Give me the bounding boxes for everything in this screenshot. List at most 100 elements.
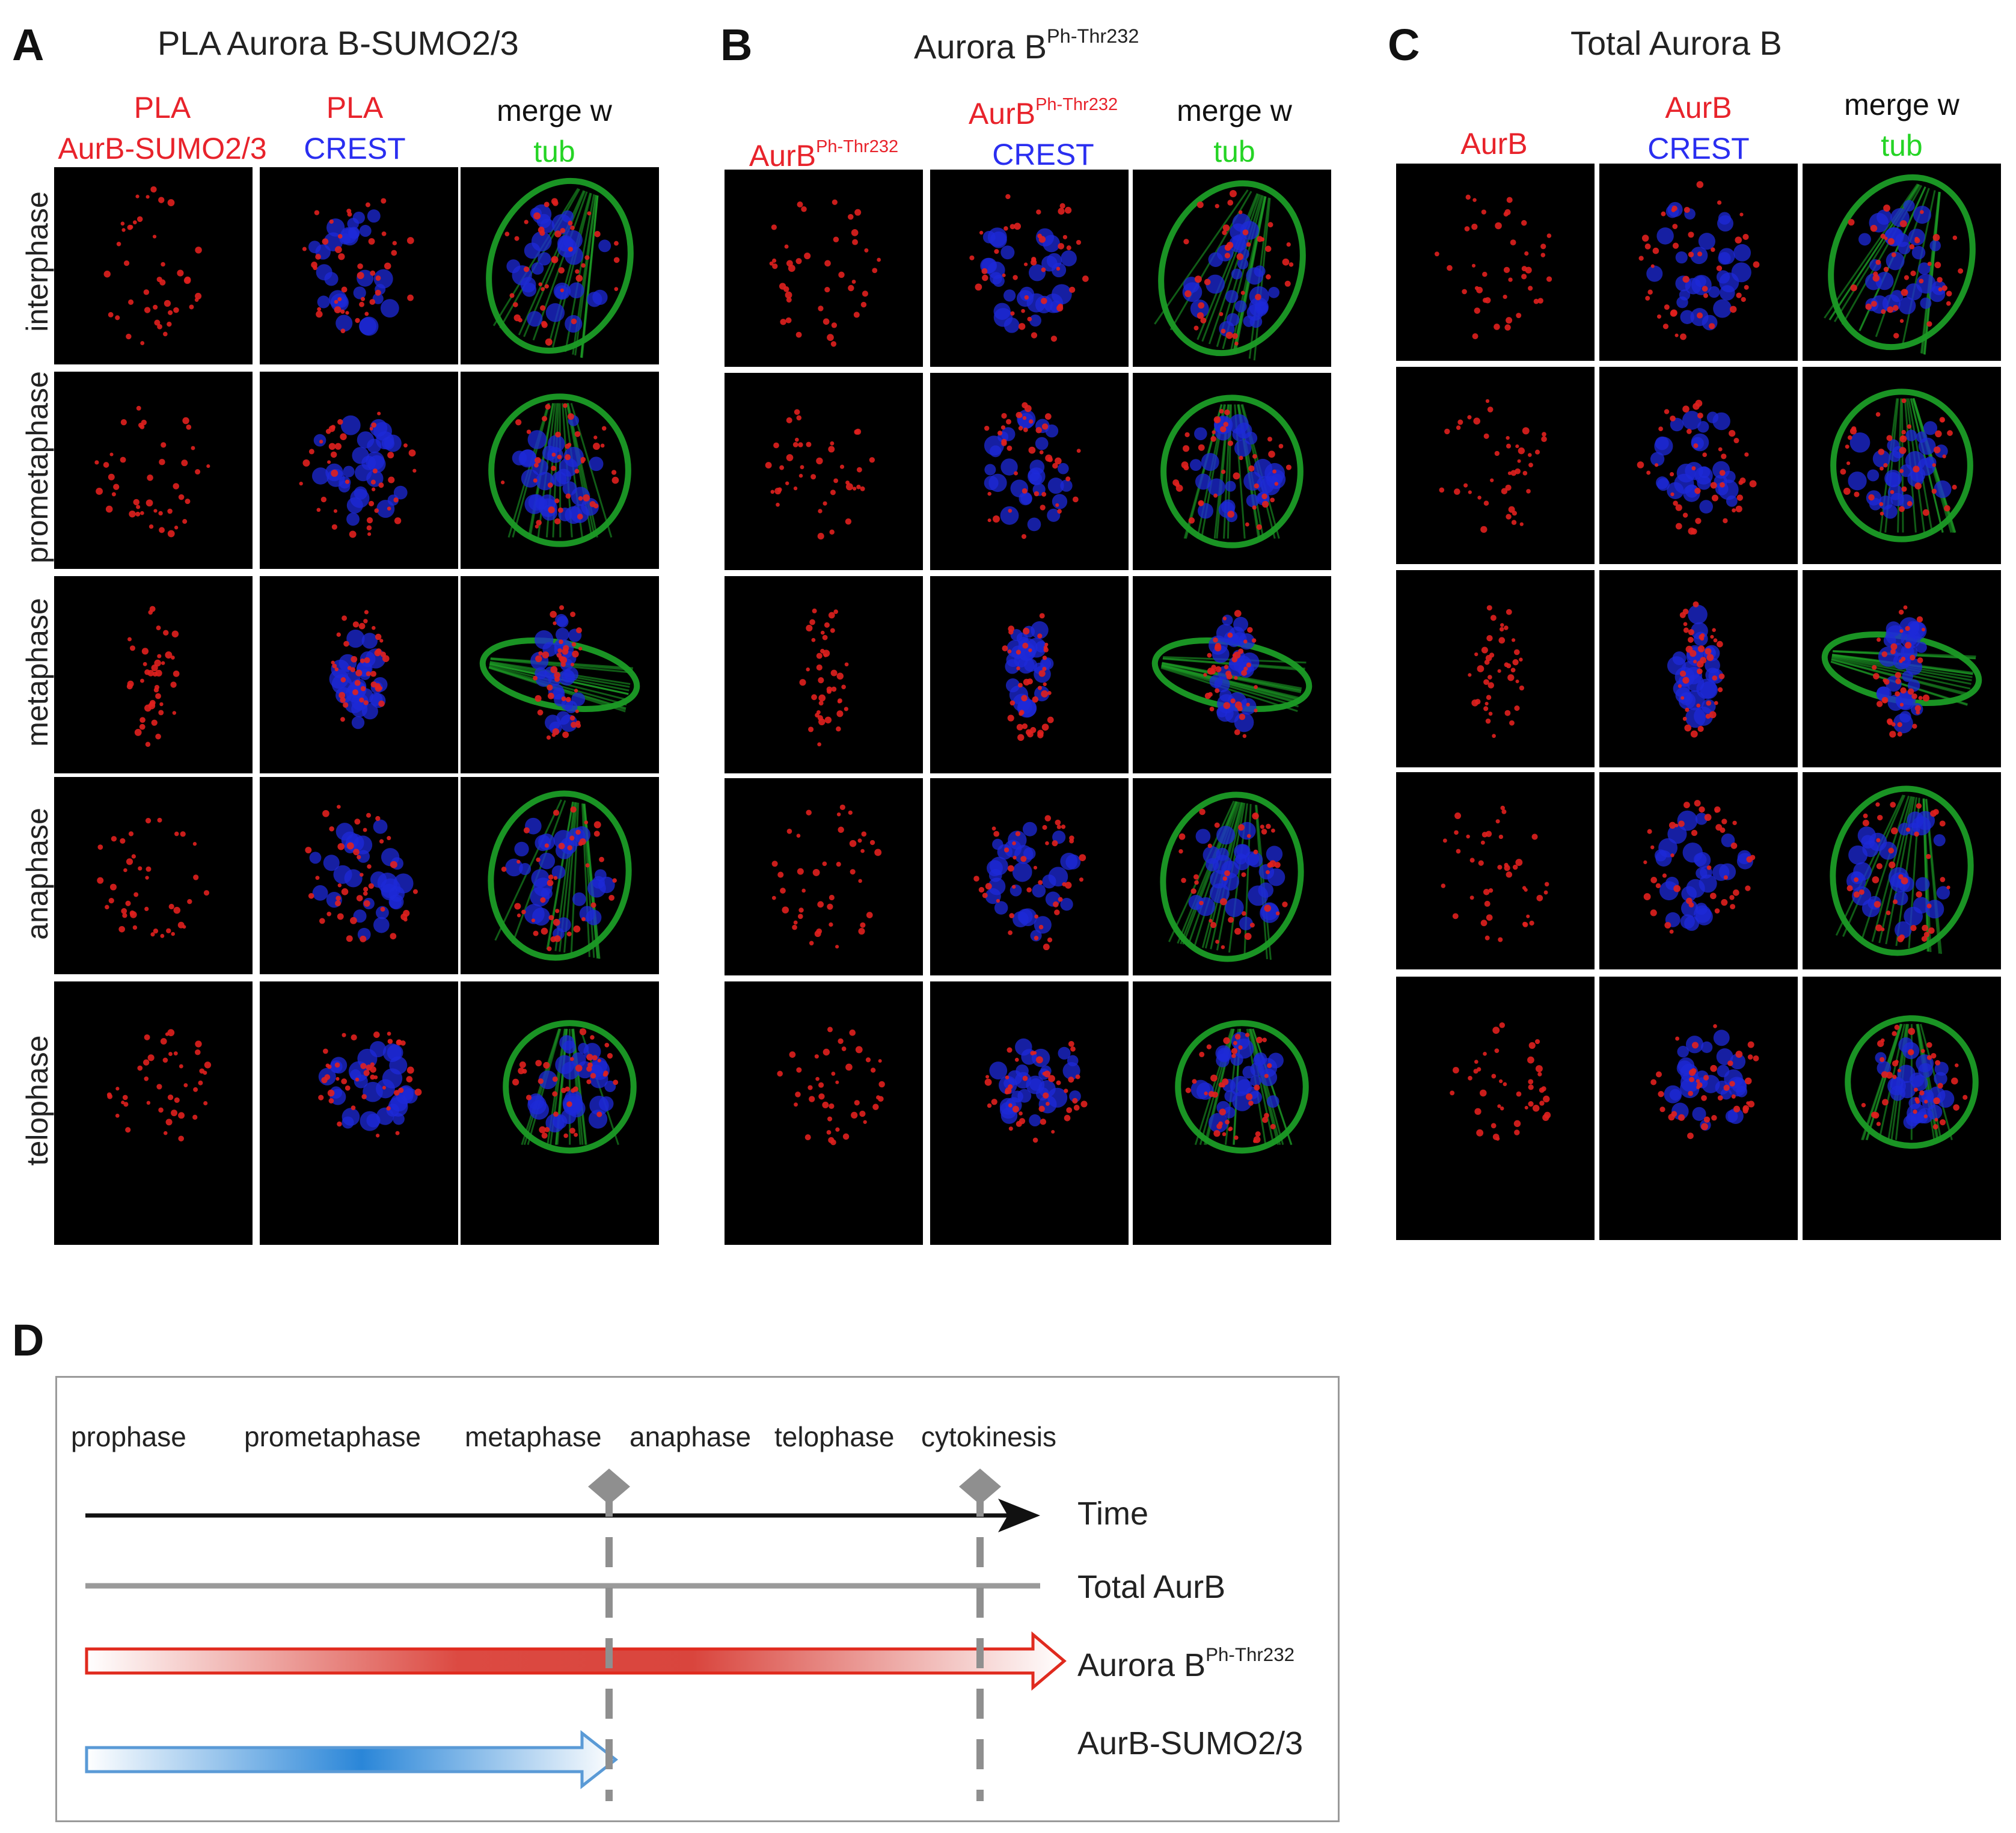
- col-header-line: merge w: [497, 94, 612, 127]
- micrograph-tile: [725, 981, 923, 1245]
- micrograph-tile: [260, 777, 458, 974]
- panel-c-col2-header: AurB CREST: [1599, 87, 1798, 169]
- phospho-aurb-label: Aurora BPh-Thr232: [1077, 1645, 1294, 1681]
- header-superscript: Ph-Thr232: [816, 137, 899, 156]
- panel-a-col3-header: merge w tub: [458, 90, 651, 172]
- micrograph-tile: [930, 170, 1129, 367]
- panel-a-title: PLA Aurora B-SUMO2/3: [158, 24, 519, 62]
- col-header-line: merge w: [1844, 88, 1959, 121]
- col-header-line: AurBPh-Thr232: [725, 126, 923, 176]
- cytokinesis-diamond-icon: [959, 1469, 1001, 1505]
- panel-letter-b: B: [720, 20, 753, 70]
- micrograph-tile: [54, 167, 253, 364]
- micrograph-tile: [1803, 367, 2001, 564]
- micrograph-tile: [1599, 772, 1798, 969]
- micrograph-tile: [1599, 367, 1798, 564]
- micrograph-tile: [1803, 772, 2001, 969]
- panel-letter-d: D: [12, 1315, 44, 1365]
- micrograph-tile: [1599, 164, 1798, 361]
- phase-label-cytokinesis: cytokinesis: [921, 1421, 1056, 1452]
- label-main: Aurora B: [1077, 1647, 1206, 1684]
- micrograph-tile: [1396, 367, 1595, 564]
- micrograph-tile: [54, 981, 253, 1245]
- micrograph-tile: [461, 167, 659, 364]
- phospho-aurb-arrow: [85, 1631, 1067, 1691]
- micrograph-tile: [1133, 981, 1331, 1245]
- micrograph-tile: [260, 372, 458, 569]
- panel-a-col2-header: PLA CREST: [259, 87, 451, 169]
- micrograph-tile: [725, 778, 923, 975]
- sumo-aurb-label: AurB-SUMO2/3: [1077, 1725, 1304, 1761]
- micrograph-tile: [461, 372, 659, 569]
- micrograph-tile: [725, 576, 923, 773]
- col-header-line: AurB-SUMO2/3: [58, 132, 267, 165]
- col-header-line: AurBPh-Thr232: [929, 84, 1157, 134]
- micrograph-tile: [1133, 576, 1331, 773]
- panel-a-col1-header: PLA AurB-SUMO2/3: [48, 87, 277, 169]
- micrograph-tile: [1396, 772, 1595, 969]
- micrograph-tile: [1396, 570, 1595, 767]
- micrograph-tile: [1803, 977, 2001, 1240]
- micrograph-tile: [461, 777, 659, 974]
- micrograph-tile: [1599, 570, 1798, 767]
- time-arrow-head: [998, 1499, 1040, 1532]
- timeline-diagram-box: [55, 1376, 1340, 1822]
- metaphase-diamond-icon: [588, 1469, 630, 1505]
- col-header-line: tub: [533, 135, 575, 168]
- micrograph-tile: [930, 373, 1129, 570]
- time-label: Time: [1077, 1496, 1148, 1532]
- col-header-line: PLA: [326, 91, 384, 124]
- col-header-line: tub: [1213, 135, 1255, 168]
- micrograph-tile: [1396, 164, 1595, 361]
- col-header-line: PLA: [133, 91, 191, 124]
- micrograph-tile: [54, 576, 253, 773]
- col-header-line: CREST: [304, 132, 406, 165]
- micrograph-tile: [930, 576, 1129, 773]
- micrograph-tile: [54, 777, 253, 974]
- micrograph-tile: [930, 778, 1129, 975]
- panel-b-title: Aurora BPh-Thr232: [914, 26, 1139, 64]
- phase-label-telophase: telophase: [774, 1421, 895, 1452]
- micrograph-tile: [1133, 778, 1331, 975]
- header-main: AurB: [968, 97, 1036, 131]
- micrograph-tile: [260, 981, 458, 1245]
- micrograph-tile: [930, 981, 1129, 1245]
- header-main: AurB: [749, 139, 817, 173]
- col-header-line: tub: [1881, 129, 1923, 162]
- micrograph-tile: [1133, 373, 1331, 570]
- micrograph-tile: [260, 167, 458, 364]
- panel-b-col2-header: AurBPh-Thr232 CREST: [929, 84, 1157, 175]
- panel-letter-a: A: [12, 20, 44, 70]
- col-header-line: merge w: [1177, 94, 1292, 127]
- micrograph-tile: [54, 372, 253, 569]
- label-superscript: Ph-Thr232: [1206, 1644, 1295, 1665]
- micrograph-tile: [1396, 977, 1595, 1240]
- micrograph-tile: [1599, 977, 1798, 1240]
- title-main: Aurora B: [914, 27, 1047, 66]
- col-header-line: CREST: [1647, 132, 1750, 165]
- micrograph-tile: [260, 576, 458, 773]
- title-superscript: Ph-Thr232: [1047, 25, 1139, 47]
- phase-label-anaphase: anaphase: [630, 1421, 752, 1452]
- micrograph-tile: [1803, 164, 2001, 361]
- micrograph-tile: [725, 170, 923, 367]
- micrograph-tile: [461, 576, 659, 773]
- micrograph-tile: [725, 373, 923, 570]
- phase-label-prometaphase: prometaphase: [244, 1421, 421, 1452]
- panel-c-title: Total Aurora B: [1570, 24, 1782, 62]
- total-aurb-label: Total AurB: [1077, 1569, 1226, 1605]
- micrograph-tile: [1133, 170, 1331, 367]
- col-header-line: AurB: [1665, 91, 1732, 124]
- micrograph-tile: [461, 981, 659, 1245]
- panel-c-col1-header: AurB: [1395, 123, 1593, 164]
- phase-label-metaphase: metaphase: [465, 1421, 602, 1452]
- sumo-aurb-arrow: [85, 1730, 619, 1790]
- header-superscript: Ph-Thr232: [1035, 95, 1118, 114]
- panel-letter-c: C: [1388, 20, 1420, 70]
- panel-b-col1-header: AurBPh-Thr232: [725, 126, 923, 176]
- col-header-line: CREST: [992, 138, 1094, 172]
- micrograph-tile: [1803, 570, 2001, 767]
- col-header-line: AurB: [1460, 127, 1528, 161]
- phase-label-prophase: prophase: [71, 1421, 186, 1452]
